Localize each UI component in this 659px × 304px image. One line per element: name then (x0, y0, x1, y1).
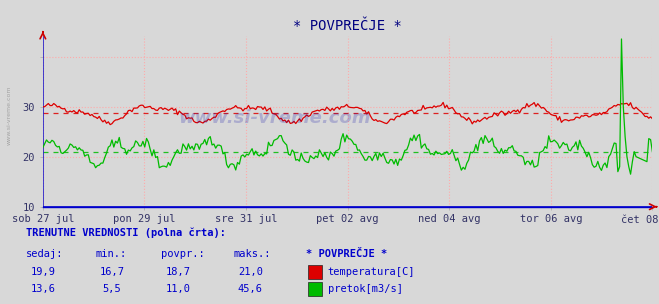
Text: 16,7: 16,7 (100, 267, 125, 277)
Title: * POVPREČJE *: * POVPREČJE * (293, 19, 402, 33)
Text: povpr.:: povpr.: (161, 249, 205, 259)
Text: pretok[m3/s]: pretok[m3/s] (328, 285, 403, 295)
Text: maks.:: maks.: (234, 249, 272, 259)
Text: min.:: min.: (96, 249, 127, 259)
Text: www.si-vreme.com: www.si-vreme.com (178, 109, 371, 127)
Text: temperatura[C]: temperatura[C] (328, 267, 415, 277)
Text: 21,0: 21,0 (238, 267, 263, 277)
Text: www.si-vreme.com: www.si-vreme.com (7, 86, 12, 145)
Text: 45,6: 45,6 (238, 285, 263, 295)
Text: * POVPREČJE *: * POVPREČJE * (306, 249, 387, 259)
Text: 11,0: 11,0 (165, 285, 190, 295)
Text: TRENUTNE VREDNOSTI (polna črta):: TRENUTNE VREDNOSTI (polna črta): (26, 227, 226, 238)
Text: 19,9: 19,9 (30, 267, 55, 277)
Text: 13,6: 13,6 (30, 285, 55, 295)
Text: sedaj:: sedaj: (26, 249, 64, 259)
Text: 5,5: 5,5 (103, 285, 121, 295)
Text: 18,7: 18,7 (165, 267, 190, 277)
